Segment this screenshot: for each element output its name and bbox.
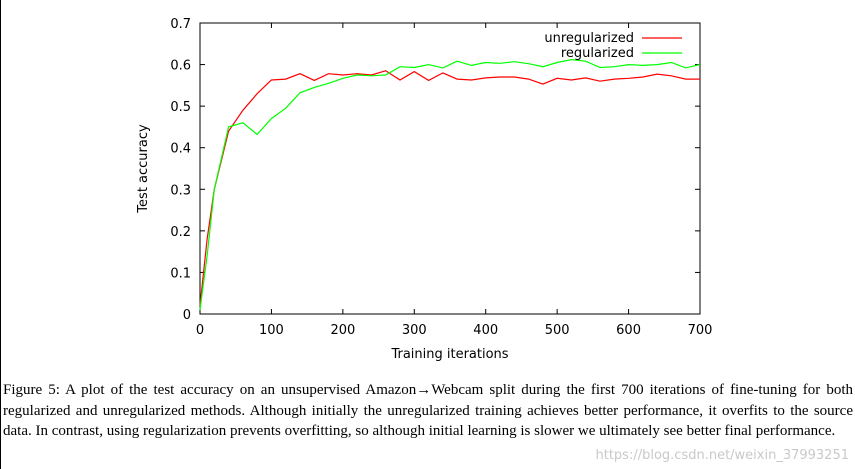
- x-tick-label: 600: [616, 323, 641, 338]
- page-left-rule: [0, 0, 1, 469]
- series-line-regularized: [199, 58, 701, 310]
- y-tick-label: 0.5: [170, 100, 191, 115]
- legend-label-regularized: regularized: [561, 46, 634, 61]
- y-tick-label: 0.7: [170, 17, 191, 32]
- series-line-unregularized: [199, 70, 700, 306]
- x-tick-label: 400: [473, 323, 498, 338]
- y-axis-label: Test accuracy: [136, 124, 151, 214]
- x-tick-label: 0: [196, 323, 204, 338]
- y-tick-label: 0.2: [170, 225, 191, 240]
- x-tick-label: 500: [545, 323, 570, 338]
- line-chart: 0 100 200 300 400 500 600 700 0 0.1 0.2 0.3 0.4 0.5 0.…: [136, 17, 712, 362]
- plot-area: 0 100 200 300 400 500 600 700 0 0.1 0.2 0.3 0.4 0.5 0.…: [136, 17, 712, 362]
- x-tick-label: 300: [402, 323, 427, 338]
- watermark-text: https://blog.csdn.net/weixin_37993251: [595, 448, 849, 463]
- y-tick-label: 0: [183, 308, 191, 323]
- x-axis-label: Training iterations: [390, 347, 508, 362]
- plot-frame: [199, 22, 701, 315]
- x-tick-label: 200: [330, 323, 355, 338]
- y-tick-label: 0.3: [170, 183, 191, 198]
- legend-label-unregularized: unregularized: [544, 31, 634, 46]
- y-tick-label: 0.1: [170, 266, 191, 281]
- x-tick-label: 700: [688, 323, 713, 338]
- figure-caption: Figure 5: A plot of the test accuracy on…: [3, 382, 853, 439]
- y-tick-label: 0.4: [170, 142, 191, 157]
- x-tick-label: 100: [259, 323, 284, 338]
- y-tick-label: 0.6: [170, 59, 191, 74]
